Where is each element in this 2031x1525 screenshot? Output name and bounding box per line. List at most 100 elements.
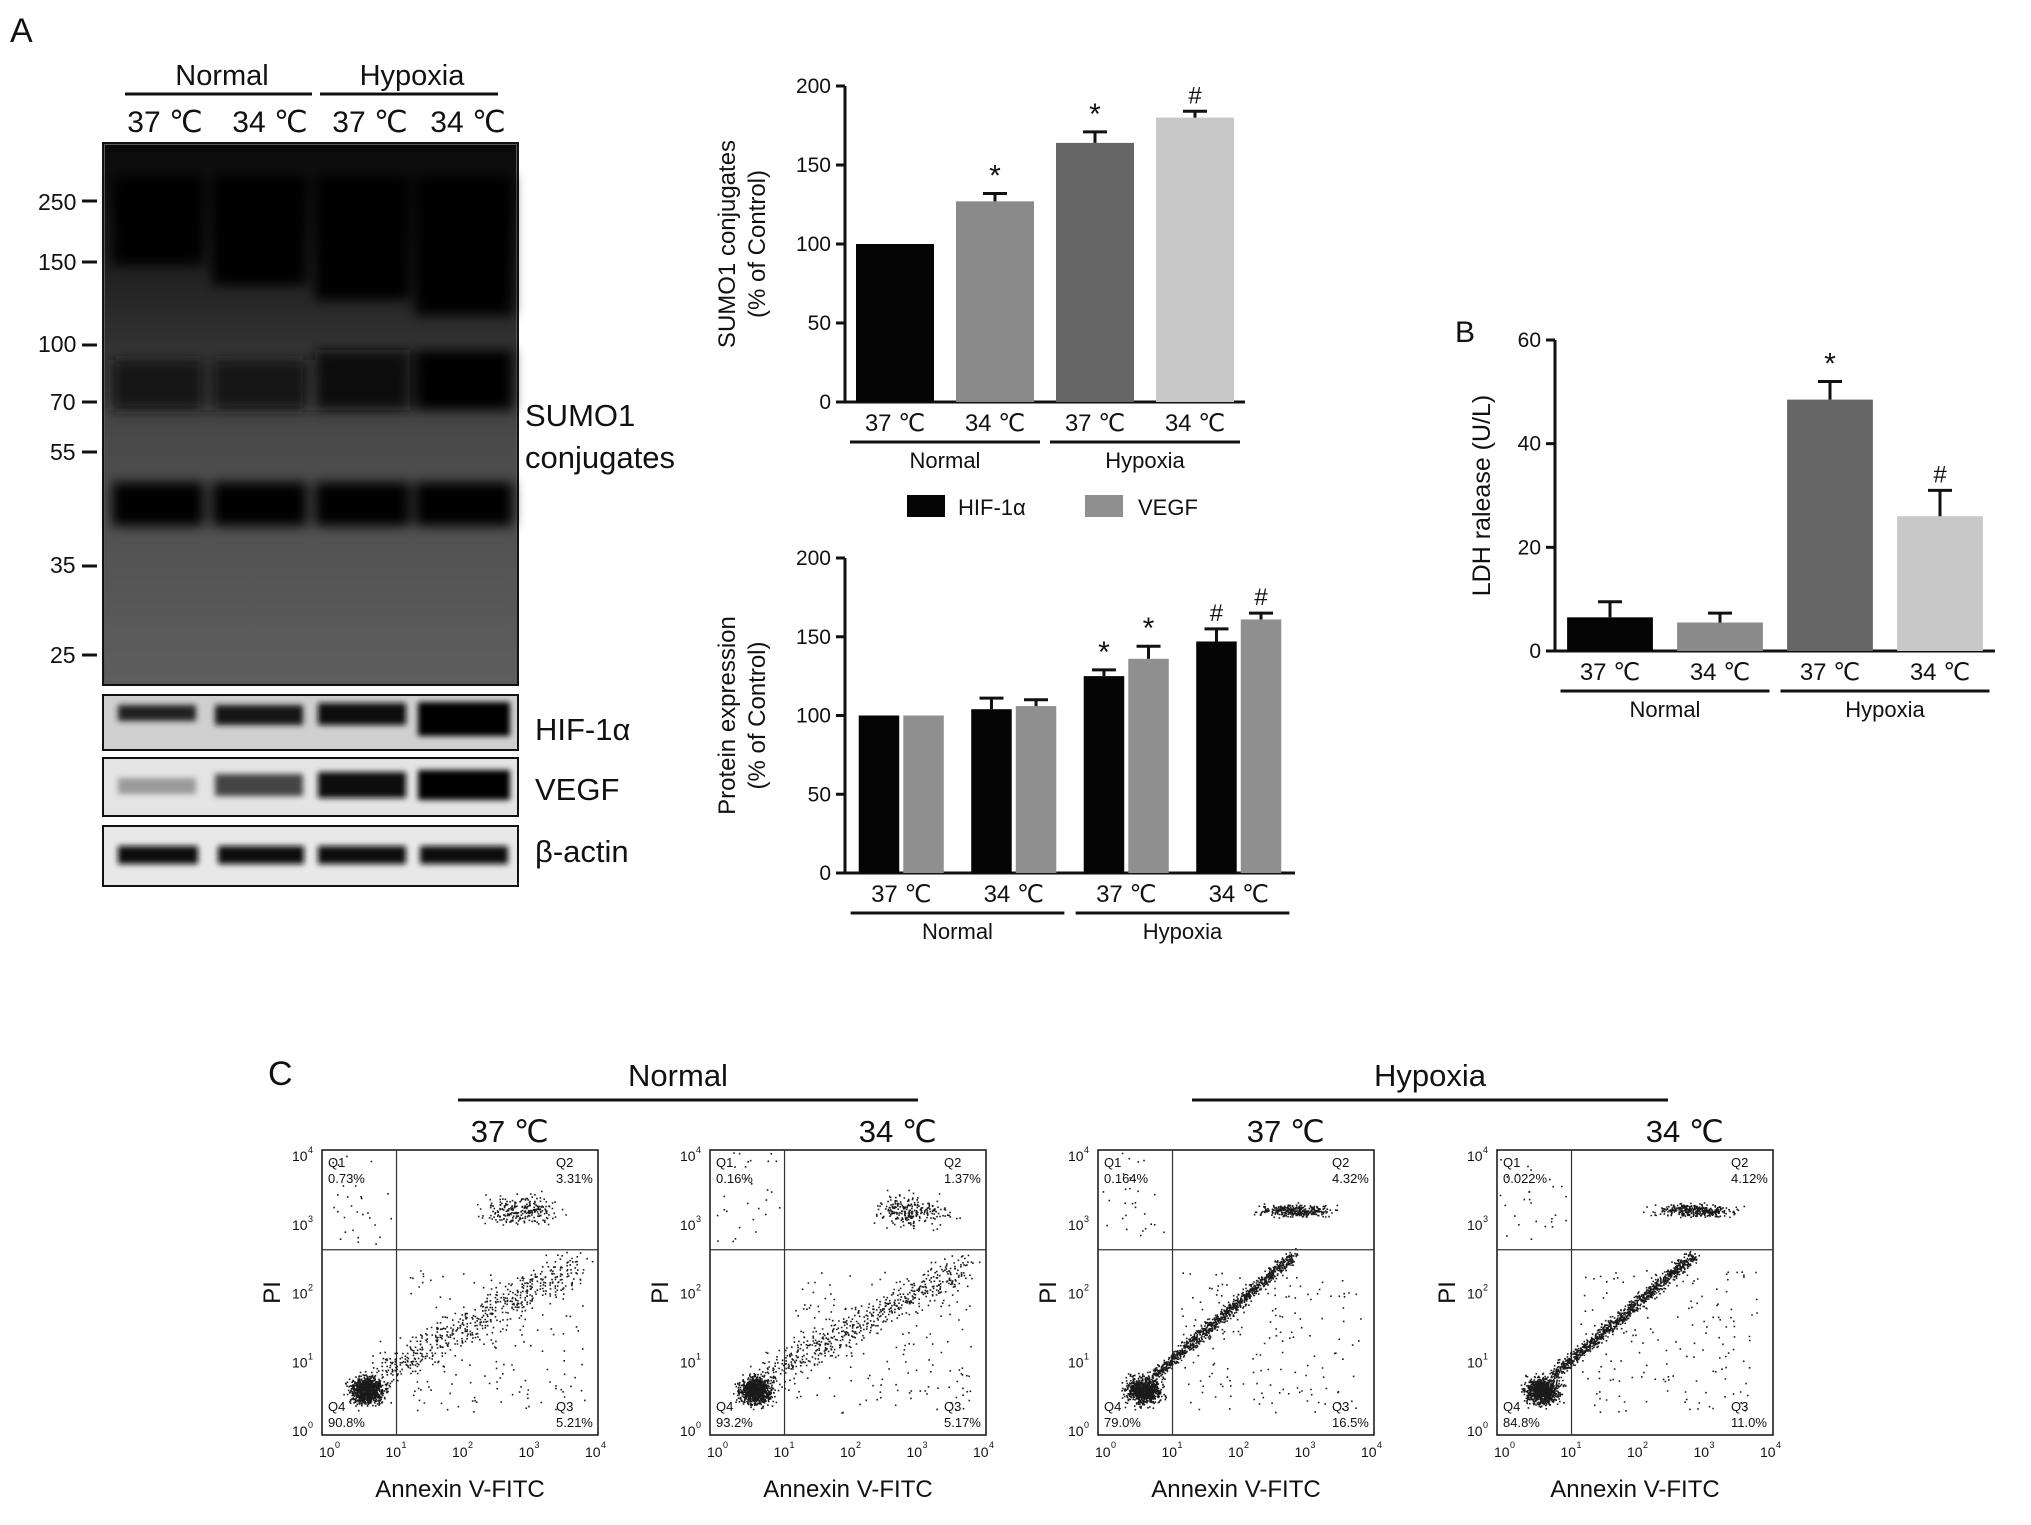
y-tick-exponent: 0	[1483, 1420, 1488, 1430]
quadrant-name: Q1	[1503, 1155, 1520, 1170]
sumo1-y-tick-label: 0	[819, 391, 831, 414]
protein-bar-vegf	[1128, 658, 1169, 873]
dot-plot-temperature: 34 ℃	[1646, 1114, 1724, 1149]
y-tick-label: 10	[680, 1217, 696, 1233]
panel-label-a: A	[10, 12, 33, 50]
y-tick-exponent: 2	[696, 1283, 701, 1293]
y-tick-label: 10	[1068, 1286, 1084, 1302]
x-tick-label: 10	[1361, 1444, 1377, 1460]
x-tick-label: 10	[319, 1444, 335, 1460]
quadrant-q1-value: 0.022%	[1503, 1171, 1548, 1186]
protein-x-tick-label: 37 ℃	[1096, 881, 1156, 908]
sumo1-bar	[1056, 142, 1134, 402]
x-tick-label: 10	[585, 1444, 601, 1460]
y-axis-label: PI	[1035, 1281, 1062, 1304]
protein-x-tick-label: 37 ℃	[871, 881, 931, 908]
protein-bar-vegf	[903, 715, 944, 873]
protein-bar-hif1a	[858, 715, 900, 873]
y-tick-label: 10	[292, 1423, 308, 1439]
ldh-y-tick-label: 0	[1529, 640, 1541, 663]
protein-bar-hif1a	[971, 709, 1012, 873]
y-tick-exponent: 4	[308, 1145, 313, 1155]
sumo1-significance-mark: *	[989, 159, 1001, 192]
sumo1-bar	[956, 201, 1034, 402]
x-tick-label: 10	[840, 1444, 856, 1460]
x-tick-label: 10	[1760, 1444, 1776, 1460]
quadrant-q3-value: 5.21%	[556, 1415, 593, 1430]
flow-cytometry-panel: Normal Hypoxia	[458, 1058, 1668, 1102]
x-tick-exponent: 2	[856, 1440, 861, 1450]
quadrant-q2-value: 4.32%	[1332, 1171, 1369, 1186]
y-tick-label: 10	[680, 1148, 696, 1164]
x-tick-exponent: 1	[1577, 1440, 1582, 1450]
protein-y-tick-label: 150	[796, 626, 831, 649]
ldh-significance-mark: #	[1933, 461, 1947, 488]
ldh-group-label: Normal	[1630, 697, 1701, 722]
quadrant-q4-value: 79.0%	[1104, 1415, 1141, 1430]
sumo1-label: SUMO1	[525, 398, 635, 433]
y-tick-label: 10	[1068, 1148, 1084, 1164]
y-tick-exponent: 2	[1483, 1283, 1488, 1293]
x-tick-label: 10	[1494, 1444, 1510, 1460]
blot-lane-label: 34 ℃	[430, 106, 505, 139]
x-tick-label: 10	[907, 1444, 923, 1460]
flow-group-hypoxia: Hypoxia	[1374, 1058, 1487, 1093]
ldh-x-tick-label: 34 ℃	[1910, 659, 1970, 686]
dot-plot-temperature: 37 ℃	[471, 1114, 549, 1149]
y-tick-label: 10	[292, 1286, 308, 1302]
quadrant-name: Q3	[944, 1399, 961, 1414]
ldh-x-tick-label: 37 ℃	[1800, 659, 1860, 686]
protein-significance-mark: #	[1210, 600, 1224, 627]
y-tick-label: 10	[1068, 1354, 1084, 1370]
y-tick-exponent: 4	[1483, 1145, 1488, 1155]
quadrant-name: Q3	[1332, 1399, 1349, 1414]
sumo1-lanes	[112, 175, 513, 526]
x-tick-exponent: 2	[468, 1440, 473, 1450]
protein-bar-vegf	[1015, 706, 1057, 873]
y-tick-exponent: 3	[696, 1214, 701, 1224]
x-tick-label: 10	[1694, 1444, 1710, 1460]
sumo1-y-tick-label: 150	[796, 154, 831, 177]
protein-y-tick-label: 50	[808, 783, 831, 806]
ldh-bar	[1787, 399, 1873, 651]
protein-group-label: Hypoxia	[1143, 919, 1223, 944]
sumo1-bar-chart: 0 50 100 150 200 SUMO1 conjugates (% of Contro…	[714, 75, 1245, 473]
dot-plot-temperature: 37 ℃	[1247, 1114, 1325, 1149]
x-tick-exponent: 1	[402, 1440, 407, 1450]
x-tick-exponent: 3	[1710, 1440, 1715, 1450]
quadrant-name: Q2	[556, 1155, 573, 1170]
ldh-bar-chart: 0 20 40 60 LDH ralease (U/L) * #37 ℃ 34 ℃ 37 ℃ 34…	[1468, 329, 1995, 722]
quadrant-name: Q1	[1104, 1155, 1121, 1170]
x-tick-exponent: 1	[1178, 1440, 1183, 1450]
cell-events	[1499, 1159, 1758, 1413]
x-tick-label: 10	[1627, 1444, 1643, 1460]
quadrant-name: Q1	[716, 1155, 733, 1170]
sumo1-significance-mark: *	[1089, 98, 1101, 131]
y-tick-exponent: 1	[1483, 1351, 1488, 1361]
x-tick-exponent: 3	[535, 1440, 540, 1450]
legend-swatch-vegf	[1085, 495, 1123, 517]
x-tick-exponent: 0	[723, 1440, 728, 1450]
cell-event-dots	[716, 1152, 981, 1414]
y-tick-label: 10	[1467, 1286, 1483, 1302]
x-axis-label: Annexin V-FITC	[763, 1476, 932, 1503]
y-tick-label: 10	[292, 1148, 308, 1164]
y-tick-label: 10	[1467, 1148, 1483, 1164]
blot-lane-label: 37 ℃	[332, 106, 407, 139]
protein-x-tick-label: 34 ℃	[1209, 881, 1269, 908]
x-tick-label: 10	[452, 1444, 468, 1460]
sumo1-group-label: Normal	[910, 448, 981, 473]
dot-plot-frame	[1496, 1149, 1774, 1436]
sumo1-y-tick-label: 100	[796, 233, 831, 256]
y-tick-exponent: 0	[1084, 1420, 1089, 1430]
x-tick-exponent: 4	[1776, 1440, 1781, 1450]
quadrant-q4-value: 84.8%	[1503, 1415, 1540, 1430]
y-tick-label: 10	[1467, 1423, 1483, 1439]
hif1a-label: HIF-1α	[535, 712, 631, 747]
y-axis-label: PI	[647, 1281, 674, 1304]
protein-significance-mark: *	[1098, 636, 1110, 669]
y-tick-exponent: 2	[308, 1283, 313, 1293]
sumo1-x-tick-label: 34 ℃	[965, 410, 1025, 437]
